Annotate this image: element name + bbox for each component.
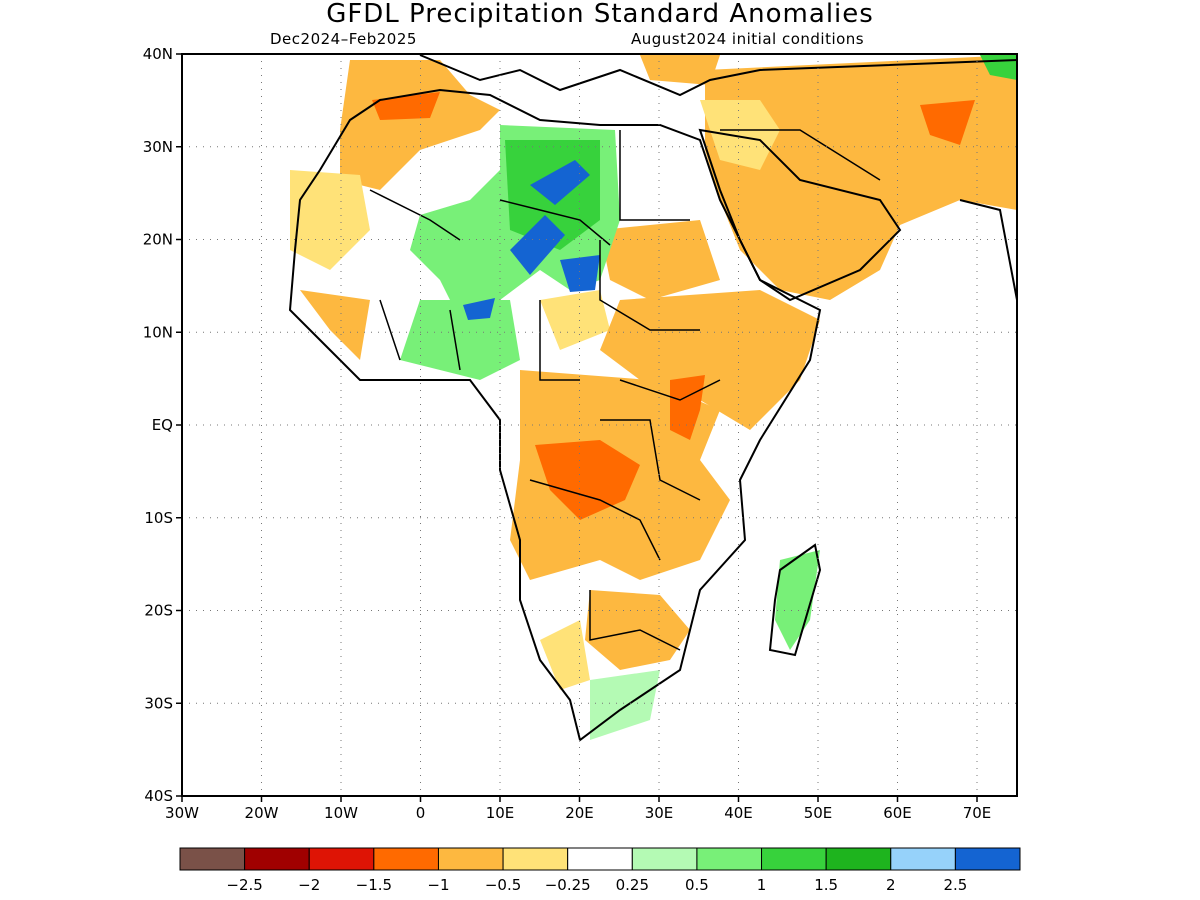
anomaly-region-central-sahel (540, 290, 610, 350)
colorbar-swatch (502, 847, 569, 871)
latitude-label: 20N (143, 231, 173, 249)
colorbar-swatch (761, 847, 827, 871)
latitude-label: 30S (144, 694, 173, 712)
colorbar-swatch (179, 847, 246, 871)
anomaly-region-south-africa-wet (590, 670, 660, 740)
colorbar-label: 0.5 (685, 876, 709, 894)
india-coastline (959, 199, 1017, 301)
anomaly-region-middle-east-light (700, 100, 780, 170)
latitude-label: 10S (144, 509, 173, 527)
colorbar-label: −1.5 (356, 876, 392, 894)
anomaly-region-iberia-mediterranean (640, 55, 720, 85)
latitude-label: 30N (143, 138, 173, 156)
colorbar-label: −2.5 (226, 876, 262, 894)
colorbar-swatch (437, 847, 504, 871)
colorbar-label: −2 (298, 876, 320, 894)
madagascar-coastline (768, 543, 822, 657)
latitude-labels: 40N 30N 20N 10N EQ 10S 20S 30S 40S (143, 45, 182, 805)
colorbar-swatch (825, 847, 892, 871)
latitude-label: 40N (143, 45, 173, 63)
europe-coastline (419, 54, 1017, 97)
anomaly-region-iran-strong (920, 100, 975, 145)
border-lines (369, 129, 881, 651)
graticule (182, 54, 1017, 796)
colorbar-label: −0.25 (545, 876, 591, 894)
longitude-label: 0 (416, 804, 426, 822)
longitude-labels: 30W 20W 10W 0 10E 20E 30E 40E 50E 60E 70E (165, 796, 991, 822)
colorbar-swatch (631, 847, 698, 871)
anomaly-region-nigeria-wet (400, 300, 520, 380)
colorbar-label: 2 (886, 876, 896, 894)
anomaly-region-congo-strong (535, 440, 640, 520)
season-subtitle: Dec2024–Feb2025 (270, 30, 417, 48)
longitude-label: 10W (324, 804, 358, 822)
longitude-label: 50E (804, 804, 833, 822)
colorbar-labels: −2.5 −2 −1.5 −1 −0.5 −0.25 0.25 0.5 1 1.5 2 2.5 (226, 876, 967, 894)
colorbar (179, 847, 1021, 871)
colorbar-swatch (696, 847, 763, 871)
longitude-label: 70E (963, 804, 992, 822)
anomaly-region-sahel-west (290, 170, 370, 270)
longitude-label: 60E (883, 804, 912, 822)
anomaly-region-sahara-blue-1 (530, 160, 590, 205)
map-title: GFDL Precipitation Standard Anomalies (326, 0, 874, 29)
colorbar-swatch (567, 847, 633, 871)
init-conditions-subtitle: August2024 initial conditions (631, 30, 865, 48)
colorbar-swatch (954, 847, 1021, 871)
anomaly-region-nigeria-blue (463, 298, 495, 320)
anomaly-region-east-sahel (600, 220, 720, 300)
anomaly-region-west-africa (300, 290, 370, 360)
latitude-label: 20S (144, 602, 173, 620)
colorbar-label: −1 (427, 876, 449, 894)
longitude-label: 20E (565, 804, 594, 822)
longitude-label: 30W (165, 804, 199, 822)
latitude-label: 10N (143, 323, 173, 341)
colorbar-label: 2.5 (943, 876, 967, 894)
coastlines (288, 54, 1017, 742)
colorbar-label: 1 (757, 876, 767, 894)
longitude-label: 30E (645, 804, 674, 822)
anomaly-region-horn (600, 290, 820, 430)
longitude-label: 10E (486, 804, 515, 822)
colorbar-label: 0.25 (616, 876, 649, 894)
colorbar-swatch (373, 847, 439, 871)
africa-coastline (288, 88, 822, 742)
anomaly-region-sahara-blue-2 (510, 215, 565, 275)
longitude-label: 20W (245, 804, 279, 822)
longitude-label: 40E (724, 804, 753, 822)
anomaly-region-southern-africa-light (540, 620, 590, 690)
anomaly-region-sahara-blue-3 (560, 255, 600, 292)
latitude-label: EQ (152, 416, 173, 434)
colorbar-swatch (244, 847, 310, 871)
latitude-label: 40S (144, 787, 173, 805)
colorbar-swatch (890, 847, 956, 871)
colorbar-label: 1.5 (814, 876, 838, 894)
arabia-coastline (698, 128, 902, 302)
colorbar-swatch (308, 847, 375, 871)
anomaly-region-madagascar-wet (775, 550, 820, 650)
anomaly-fields (290, 55, 1017, 740)
colorbar-label: −0.5 (485, 876, 521, 894)
